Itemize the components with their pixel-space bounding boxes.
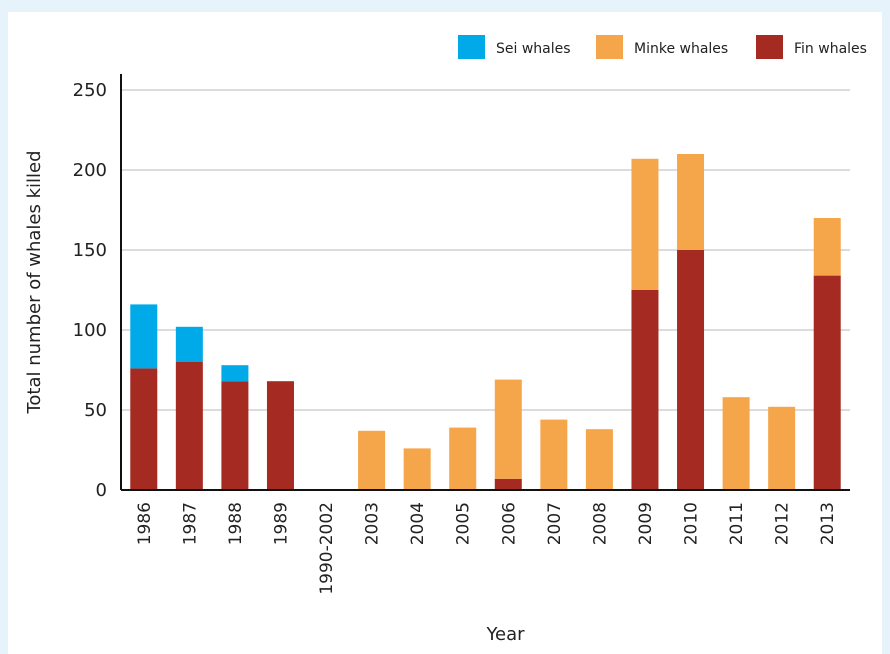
bar-sei-1987 [176, 327, 203, 362]
bar-fin-2006 [495, 479, 522, 490]
x-tick-label: 2004 [408, 502, 428, 545]
x-tick-label: 2013 [818, 502, 838, 545]
x-tick-labels: 1986 1987 1988 1989 1990-2002 2003 2004 2005 200… [135, 502, 838, 595]
bar-chart: 0 50 100 150 200 250 1986 1987 1988 1989 1990-200… [8, 12, 882, 654]
legend-label-minke: Minke whales [634, 41, 728, 57]
x-tick-label: 2007 [545, 502, 565, 545]
legend-label-fin: Fin whales [794, 41, 867, 57]
bar-sei-1988 [221, 365, 248, 381]
bar-fin-1986 [130, 368, 157, 490]
y-axis-title: Total number of whales killed [24, 150, 45, 414]
bar-fin-2013 [814, 276, 841, 490]
y-tick-label: 150 [73, 240, 107, 261]
x-tick-label: 2006 [499, 502, 519, 545]
bar-fin-2010 [677, 250, 704, 490]
bar-minke-2006 [495, 380, 522, 479]
bar-fin-1989 [267, 381, 294, 490]
bar-minke-2010 [677, 154, 704, 250]
bars [130, 154, 840, 490]
bar-minke-2013 [814, 218, 841, 276]
gridlines [121, 90, 850, 410]
bar-minke-2003 [358, 431, 385, 490]
bar-minke-2005 [449, 428, 476, 490]
legend-swatch-minke [596, 35, 623, 59]
bar-fin-1987 [176, 362, 203, 490]
y-tick-label: 200 [73, 160, 107, 181]
bar-minke-2011 [723, 397, 750, 490]
x-tick-label: 2005 [454, 502, 474, 545]
x-tick-label: 2009 [636, 502, 656, 545]
legend-swatch-sei [458, 35, 485, 59]
x-tick-label: 1987 [180, 502, 200, 545]
y-tick-label: 0 [96, 480, 107, 501]
bar-minke-2004 [404, 448, 431, 490]
legend: Sei whales Minke whales Fin whales [458, 35, 867, 59]
y-tick-label: 250 [73, 80, 107, 101]
x-tick-label: 2008 [590, 502, 610, 545]
y-tick-label: 100 [73, 320, 107, 341]
x-tick-label: 1989 [271, 502, 291, 545]
x-tick-label: 2012 [773, 502, 793, 545]
x-axis-title: Year [485, 624, 525, 645]
bar-minke-2012 [768, 407, 795, 490]
bar-fin-2009 [631, 290, 658, 490]
y-tick-label: 50 [84, 400, 107, 421]
x-tick-label: 2003 [363, 502, 383, 545]
x-tick-label: 1990-2002 [317, 502, 337, 595]
bar-sei-1986 [130, 304, 157, 368]
bar-minke-2007 [540, 420, 567, 490]
x-tick-label: 2011 [727, 502, 747, 545]
legend-swatch-fin [756, 35, 783, 59]
bar-minke-2008 [586, 429, 613, 490]
chart-panel: 0 50 100 150 200 250 1986 1987 1988 1989 1990-200… [8, 12, 882, 654]
y-tick-labels: 0 50 100 150 200 250 [73, 80, 107, 501]
x-tick-label: 1988 [226, 502, 246, 545]
x-tick-label: 1986 [135, 502, 155, 545]
bar-fin-1988 [221, 381, 248, 490]
x-tick-label: 2010 [682, 502, 702, 545]
bar-minke-2009 [631, 159, 658, 290]
legend-label-sei: Sei whales [496, 41, 571, 57]
